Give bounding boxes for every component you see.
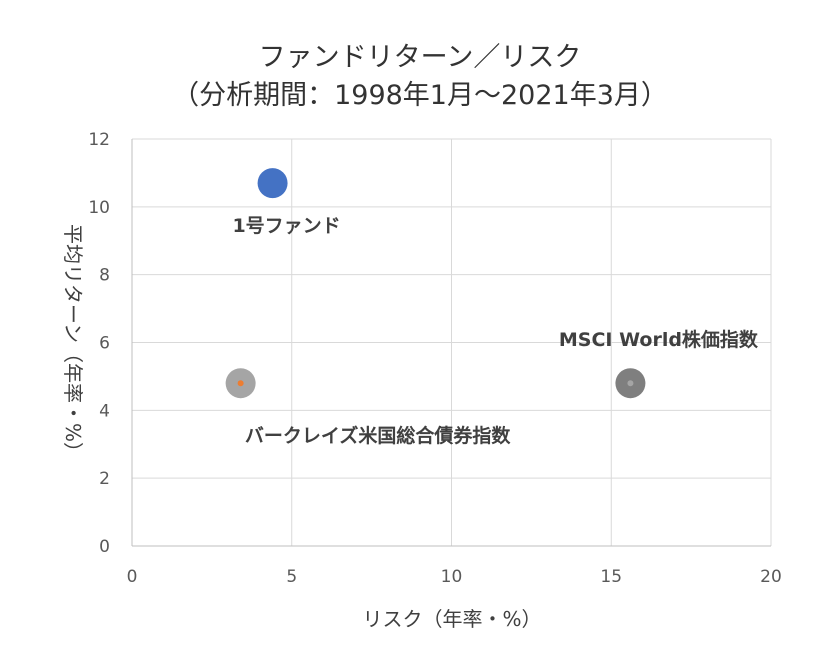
x-axis-label: リスク（年率・%） (362, 607, 541, 631)
y-axis-label: 平均リターン（年率・%） (61, 224, 85, 462)
y-tick-label: 4 (99, 401, 110, 421)
x-tick-label: 0 (127, 567, 138, 587)
chart-title-line-1: ファンドリターン／リスク (259, 42, 582, 73)
tick-labels: 0 2 4 6 8 10 12 0 5 10 15 20 (88, 130, 781, 587)
x-tick-label: 15 (600, 567, 622, 587)
x-tick-label: 10 (441, 567, 463, 587)
data-label: MSCI World株価指数 (559, 328, 759, 351)
y-tick-label: 8 (99, 266, 110, 286)
chart-title-line-2: （分析期間：1998年1月～2021年3月） (172, 80, 668, 111)
axes (131, 139, 771, 547)
y-tick-label: 2 (99, 469, 110, 489)
y-tick-label: 10 (88, 198, 110, 218)
data-label: 1号ファンド (232, 215, 340, 237)
data-point-center (237, 380, 244, 387)
y-tick-label: 12 (88, 130, 110, 150)
chart-title: ファンドリターン／リスク （分析期間：1998年1月～2021年3月） (172, 42, 668, 111)
y-tick-label: 6 (99, 334, 110, 354)
x-tick-label: 5 (286, 567, 297, 587)
data-point-center (627, 380, 634, 387)
gridlines (132, 138, 772, 546)
data-label: バークレイズ米国総合債券指数 (245, 424, 511, 447)
y-tick-label: 0 (99, 537, 110, 557)
y-axis-label-text: 平均リターン（年率・%） (61, 224, 85, 462)
data-points (225, 168, 646, 399)
x-tick-label: 20 (760, 567, 782, 587)
data-point (257, 168, 288, 199)
